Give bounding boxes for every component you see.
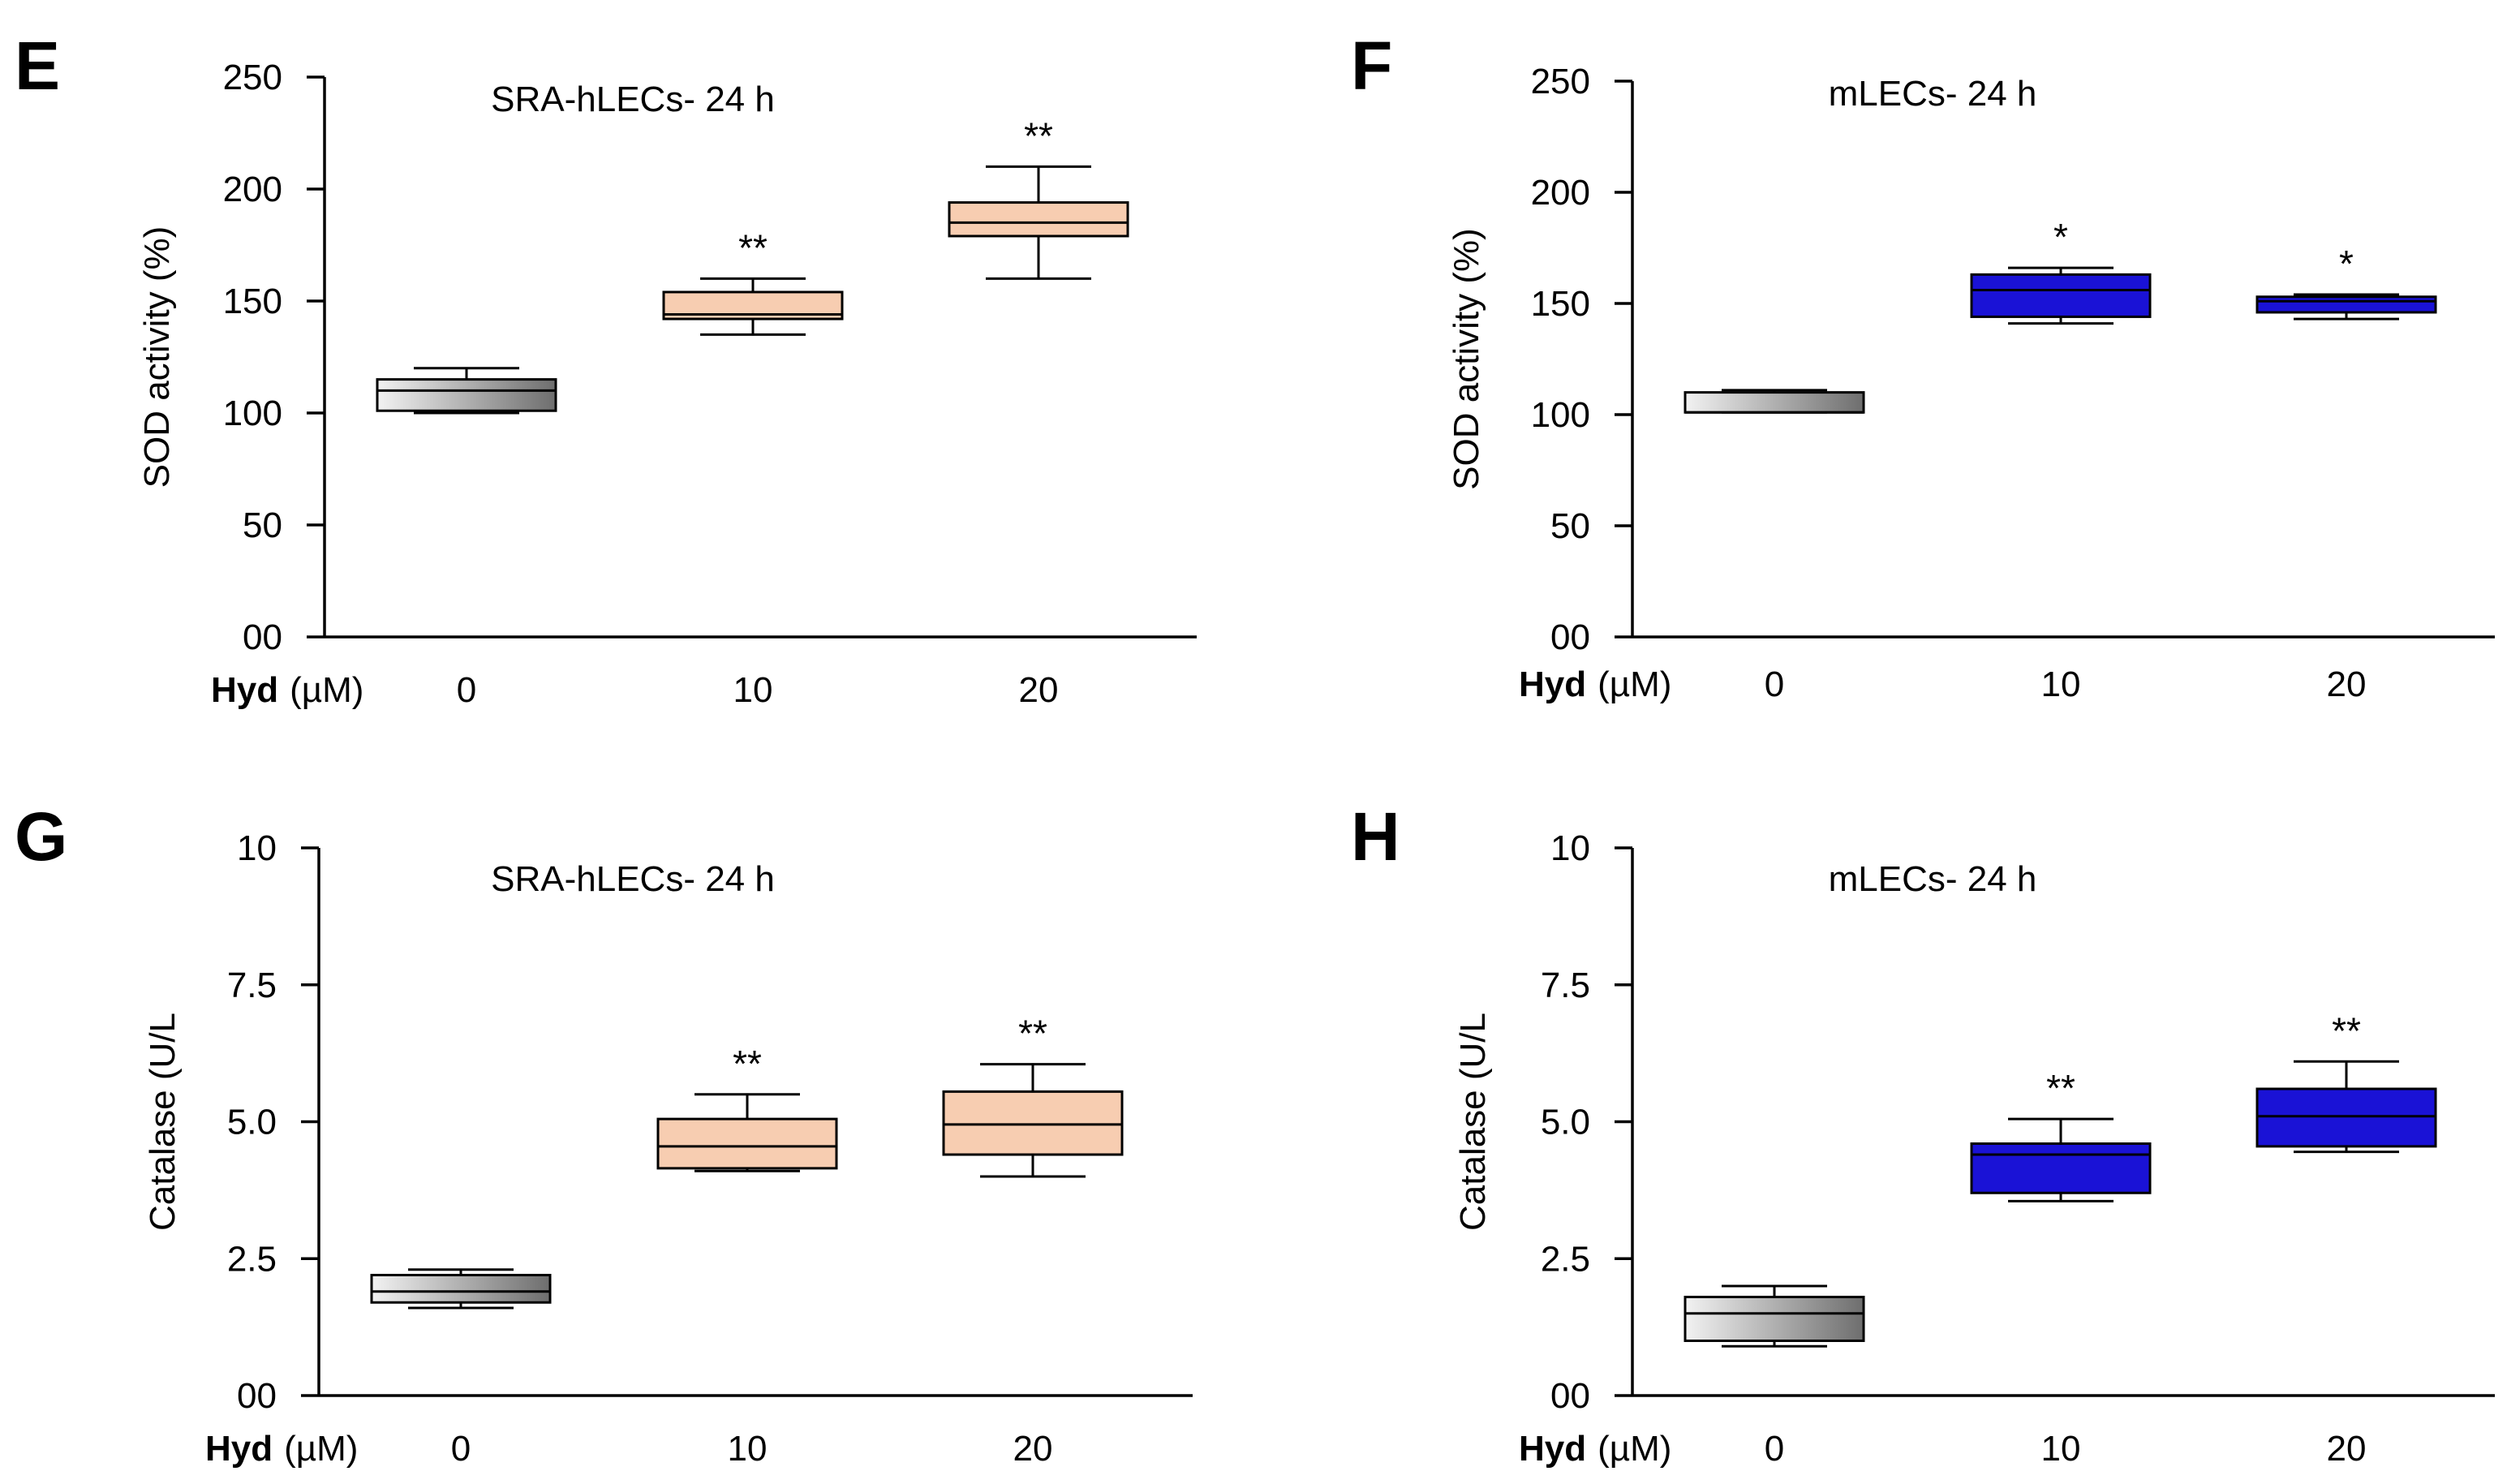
box-0 xyxy=(370,1268,552,1310)
y-tick-label: 00 xyxy=(1550,1376,1590,1416)
y-tick-label: 7.5 xyxy=(1541,966,1590,1005)
box-body xyxy=(1684,391,1865,414)
box-10: ** xyxy=(656,1043,838,1172)
chart-title: mLECs- 24 h xyxy=(1829,859,2037,899)
x-tick-label: 20 xyxy=(2327,1429,2367,1469)
x-tick-label: 0 xyxy=(457,670,476,710)
y-tick-label: 2.5 xyxy=(1541,1239,1590,1279)
y-tick-label: 00 xyxy=(243,617,282,657)
y-tick-label: 5.0 xyxy=(1541,1103,1590,1142)
panel-letter: F xyxy=(1351,28,1392,104)
box-body xyxy=(370,1274,552,1304)
significance-marker: ** xyxy=(2332,1009,2361,1052)
y-tick-label: 150 xyxy=(223,282,282,321)
x-tick-label: 20 xyxy=(1013,1429,1053,1469)
significance-marker: ** xyxy=(1018,1013,1047,1055)
y-tick-label: 00 xyxy=(1550,617,1590,657)
x-tick-label: 20 xyxy=(1019,670,1059,710)
significance-marker: * xyxy=(2053,216,2068,258)
x-tick-label: 0 xyxy=(451,1429,471,1469)
y-tick-label: 100 xyxy=(1531,395,1590,435)
box-10: ** xyxy=(662,226,844,336)
y-axis-label: SOD activity (%) xyxy=(1447,228,1486,490)
box-10: * xyxy=(1970,216,2152,325)
significance-marker: * xyxy=(2339,243,2354,285)
box-body xyxy=(376,378,557,412)
box-body xyxy=(1684,1296,1865,1342)
y-tick-label: 150 xyxy=(1531,284,1590,324)
panel-g: G SRA-hLECs- 24 h 00 2.5 5.0 7.5 10 Catalase (U… xyxy=(15,798,1193,1469)
x-axis-label-bold: Hyd xyxy=(1519,665,1586,704)
significance-marker: ** xyxy=(738,226,768,269)
box-0 xyxy=(1684,389,1865,414)
box-body xyxy=(948,201,1129,238)
box-body xyxy=(1970,273,2152,318)
significance-marker: ** xyxy=(2046,1067,2075,1109)
x-axis-label-bold: Hyd xyxy=(211,670,278,710)
y-axis-label: SOD activity (%) xyxy=(137,226,177,488)
box-body xyxy=(1970,1142,2152,1194)
x-axis-label: Hyd (µM) xyxy=(1519,1429,1671,1469)
y-tick-label: 10 xyxy=(1550,828,1590,868)
box-body xyxy=(942,1090,1124,1156)
box-20: ** xyxy=(2255,1009,2437,1154)
box-body xyxy=(2255,295,2437,314)
x-axis-label-unit: (µM) xyxy=(290,670,363,710)
significance-marker: ** xyxy=(733,1043,762,1085)
y-tick-label: 7.5 xyxy=(227,966,277,1005)
y-tick-label: 2.5 xyxy=(227,1239,277,1279)
box-20: ** xyxy=(942,1013,1124,1178)
y-tick-label: 5.0 xyxy=(227,1103,277,1142)
y-tick-label: 250 xyxy=(223,58,282,97)
chart-title: SRA-hLECs- 24 h xyxy=(491,859,775,899)
x-axis-label: Hyd (µM) xyxy=(1519,665,1671,704)
x-axis-label: Hyd (µM) xyxy=(205,1429,358,1469)
x-tick-label: 10 xyxy=(2041,1429,2081,1469)
box-0 xyxy=(376,367,557,415)
x-axis-label-bold: Hyd xyxy=(1519,1429,1586,1469)
x-tick-label: 20 xyxy=(2327,665,2367,704)
x-axis-label-unit: (µM) xyxy=(284,1429,358,1469)
panel-letter: G xyxy=(15,798,67,875)
x-tick-label: 10 xyxy=(2041,665,2081,704)
x-axis-label-unit: (µM) xyxy=(1598,1429,1671,1469)
x-tick-label: 0 xyxy=(1765,665,1784,704)
significance-marker: ** xyxy=(1024,114,1053,157)
panel-letter: E xyxy=(15,28,60,104)
y-tick-label: 10 xyxy=(237,828,277,868)
box-20: * xyxy=(2255,243,2437,320)
x-tick-label: 10 xyxy=(733,670,773,710)
box-body xyxy=(2255,1087,2437,1148)
x-axis-label-unit: (µM) xyxy=(1598,665,1671,704)
y-tick-label: 100 xyxy=(223,394,282,433)
y-tick-label: 200 xyxy=(223,170,282,209)
box-10: ** xyxy=(1970,1067,2152,1202)
box-body xyxy=(656,1117,838,1170)
x-axis-label-bold: Hyd xyxy=(205,1429,273,1469)
box-20: ** xyxy=(948,114,1129,280)
y-axis-label: Catalase (U/L xyxy=(143,1013,183,1231)
panel-letter: H xyxy=(1351,798,1400,875)
y-tick-label: 00 xyxy=(237,1376,277,1416)
chart-title: mLECs- 24 h xyxy=(1829,74,2037,114)
x-tick-label: 10 xyxy=(728,1429,768,1469)
y-tick-label: 50 xyxy=(1550,506,1590,546)
y-tick-label: 250 xyxy=(1531,62,1590,101)
x-tick-label: 0 xyxy=(1765,1429,1784,1469)
chart-title: SRA-hLECs- 24 h xyxy=(491,80,775,119)
box-0 xyxy=(1684,1284,1865,1348)
y-tick-label: 200 xyxy=(1531,173,1590,213)
y-tick-label: 50 xyxy=(243,505,282,545)
x-axis-label: Hyd (µM) xyxy=(211,670,363,710)
y-axis-label: Catalase (U/L xyxy=(1453,1013,1493,1231)
